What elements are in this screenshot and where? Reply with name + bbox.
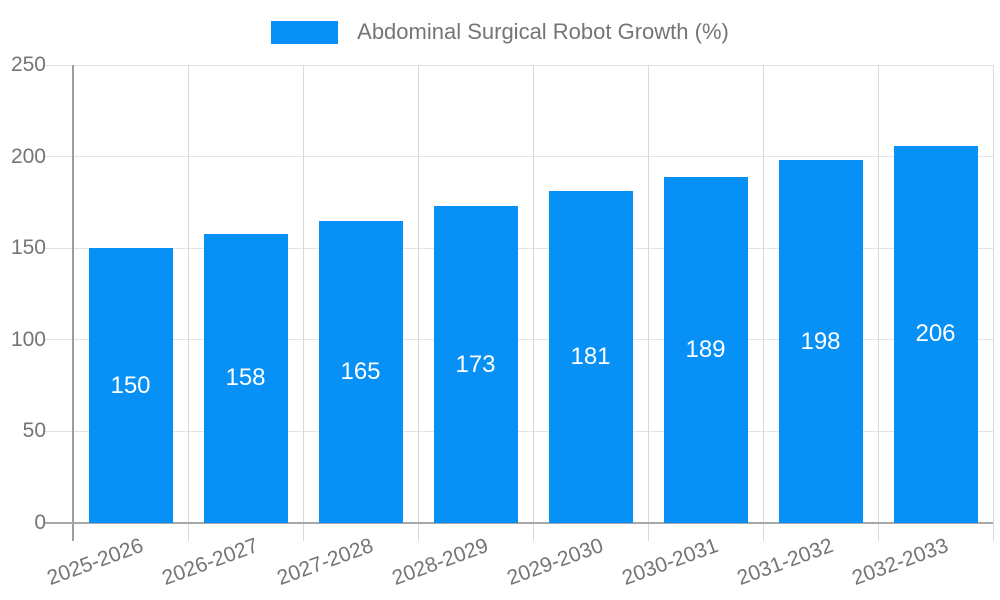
x-axis-label: 2025-2026 [44, 534, 147, 590]
y-axis-label: 50 [22, 419, 46, 443]
bar-value-label: 158 [225, 364, 266, 392]
legend-swatch-icon [271, 20, 339, 44]
y-axis-label: 250 [10, 53, 46, 76]
y-axis-label: 100 [10, 327, 46, 351]
x-axis-label: 2032-2033 [849, 534, 952, 590]
x-gridline [187, 65, 189, 541]
x-gridline [417, 65, 419, 541]
bar-value-label: 173 [455, 350, 496, 378]
y-axis-line [72, 65, 74, 541]
bar[interactable]: 150 [88, 248, 173, 523]
bar-value-label: 165 [340, 357, 381, 385]
bar[interactable]: 189 [663, 176, 748, 523]
y-tick [45, 430, 73, 432]
bar-value-label: 181 [570, 343, 611, 371]
legend[interactable]: Abdominal Surgical Robot Growth (%) [0, 19, 1000, 45]
x-gridline [992, 65, 994, 541]
y-tick [45, 339, 73, 341]
y-axis-label: 150 [10, 236, 46, 260]
y-axis-label: 0 [34, 511, 46, 534]
bar[interactable]: 165 [318, 220, 403, 523]
y-tick [45, 64, 73, 66]
x-gridline [647, 65, 649, 541]
bar-value-label: 150 [110, 371, 151, 399]
bar[interactable]: 198 [778, 160, 863, 523]
bar-value-label: 189 [685, 335, 726, 363]
x-axis-label: 2029-2030 [504, 534, 607, 590]
x-gridline [302, 65, 304, 541]
legend-label: Abdominal Surgical Robot Growth (%) [357, 19, 729, 44]
x-gridline [877, 65, 879, 541]
bar-value-label: 206 [915, 320, 956, 348]
x-axis-label: 2031-2032 [734, 534, 837, 590]
bar-value-label: 198 [800, 327, 841, 355]
x-axis-label: 2026-2027 [159, 534, 262, 590]
bar[interactable]: 173 [433, 206, 518, 523]
bar[interactable]: 206 [893, 145, 978, 523]
x-axis-line [45, 522, 993, 524]
y-tick [45, 156, 73, 158]
y-axis-label: 200 [10, 144, 46, 168]
x-gridline [532, 65, 534, 541]
bar[interactable]: 158 [203, 233, 288, 523]
x-gridline [762, 65, 764, 541]
bar[interactable]: 181 [548, 191, 633, 523]
x-axis-label: 2030-2031 [619, 534, 722, 590]
y-tick [45, 247, 73, 249]
x-axis-label: 2028-2029 [389, 534, 492, 590]
x-axis-label: 2027-2028 [274, 534, 377, 590]
